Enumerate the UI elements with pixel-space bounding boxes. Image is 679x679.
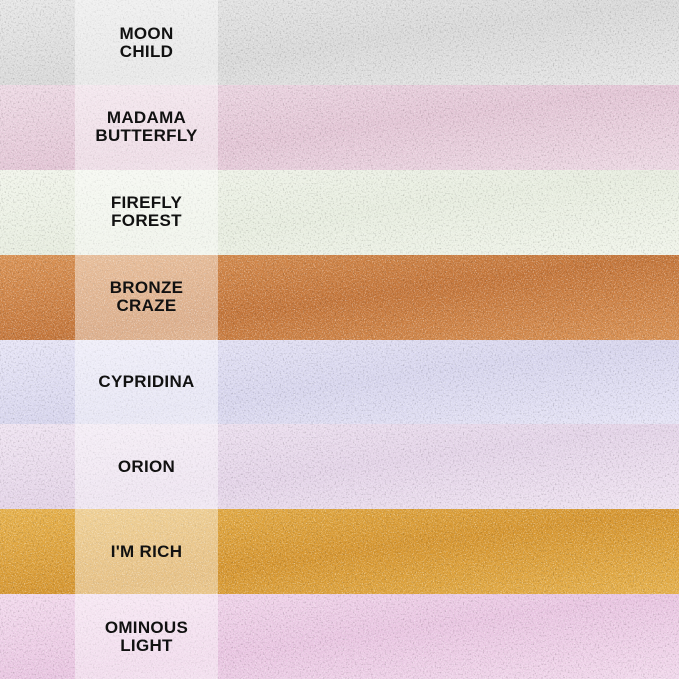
glitter-texture bbox=[0, 254, 679, 340]
swatch-name: OMINOUS LIGHT bbox=[104, 617, 189, 655]
glitter-texture bbox=[0, 424, 679, 510]
swatch-row: FIREFLY FOREST bbox=[0, 169, 679, 255]
label-panel: MOON CHILD bbox=[75, 0, 218, 85]
label-panel: CYPRIDINA bbox=[75, 339, 218, 425]
label-panel: ORION bbox=[75, 424, 218, 510]
glitter-texture bbox=[0, 509, 679, 595]
glitter-texture bbox=[0, 169, 679, 255]
glitter-texture bbox=[0, 594, 679, 679]
swatch-name: ORION bbox=[117, 456, 176, 476]
label-panel: MADAMA BUTTERFLY bbox=[75, 84, 218, 170]
label-panel: BRONZE CRAZE bbox=[75, 254, 218, 340]
glitter-texture bbox=[0, 0, 679, 85]
label-panel: FIREFLY FOREST bbox=[75, 169, 218, 255]
label-panel: I'M RICH bbox=[75, 509, 218, 595]
swatch-name: CYPRIDINA bbox=[98, 372, 195, 391]
swatch-name: I'M RICH bbox=[110, 541, 183, 561]
swatch-row: ORION bbox=[0, 424, 679, 510]
swatch-name: FIREFLY FOREST bbox=[110, 193, 183, 231]
swatch-row: I'M RICH bbox=[0, 509, 679, 595]
swatch-name: MOON CHILD bbox=[119, 23, 174, 61]
swatch-name: MADAMA BUTTERFLY bbox=[95, 108, 198, 146]
glitter-texture bbox=[0, 339, 679, 425]
swatch-row: MADAMA BUTTERFLY bbox=[0, 84, 679, 170]
glitter-texture bbox=[0, 84, 679, 170]
swatch-row: BRONZE CRAZE bbox=[0, 254, 679, 340]
swatch-row: MOON CHILD bbox=[0, 0, 679, 85]
swatch-row: OMINOUS LIGHT bbox=[0, 594, 679, 679]
label-panel: OMINOUS LIGHT bbox=[75, 594, 218, 679]
swatch-name: BRONZE CRAZE bbox=[109, 278, 184, 316]
swatch-row: CYPRIDINA bbox=[0, 339, 679, 425]
